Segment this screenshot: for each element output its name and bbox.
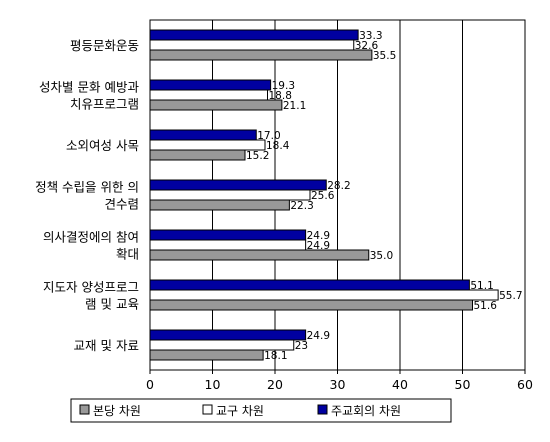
data-label: 18.4 [266, 140, 290, 152]
bar [149, 39, 355, 51]
legend-label: 본당 차원 [93, 404, 141, 418]
category-label: 성차별 문화 예방과 [39, 80, 139, 95]
tick-label: 30 [330, 377, 346, 392]
bar [149, 189, 311, 201]
legend-swatch [317, 404, 328, 415]
tick-label: 60 [517, 377, 533, 392]
bar [149, 49, 373, 61]
category-label: 견수렴 [104, 197, 139, 212]
bars: 33.332.635.5 19.318.821.1 17.018.415.2 28.2… [149, 29, 523, 362]
data-label: 21.1 [283, 100, 306, 112]
data-label: 22.3 [290, 200, 313, 212]
category-label: 확대 [116, 247, 139, 262]
bar [149, 339, 295, 351]
bar [149, 89, 268, 101]
bar [149, 79, 272, 91]
legend-label: 주교회의 차원 [331, 404, 401, 418]
x-tick-labels: 0 10 20 30 40 50 60 [146, 370, 533, 392]
tick-label: 40 [392, 377, 408, 392]
bar [149, 129, 257, 141]
category-label: 치유프로그램 [70, 97, 139, 112]
data-label: 51.1 [470, 280, 493, 292]
bar [149, 199, 290, 211]
legend-box [70, 398, 452, 423]
plot-border [149, 19, 526, 371]
bar [149, 249, 370, 261]
data-label: 24.9 [307, 240, 330, 252]
data-label: 25.6 [311, 190, 335, 202]
bar [149, 329, 307, 341]
data-label: 35.0 [370, 250, 393, 262]
tick-label: 20 [267, 377, 283, 392]
data-label: 55.7 [499, 290, 522, 302]
legend: 본당 차원 교구 차원 주교회의 차원 [70, 398, 452, 423]
legend-label: 교구 차원 [216, 404, 264, 418]
data-label: 24.9 [307, 230, 330, 242]
tick-label: 10 [205, 377, 221, 392]
category-label: 지도자 양성프로그 [43, 280, 139, 295]
data-label: 18.8 [269, 90, 292, 102]
category-label: 소외여성 사목 [66, 138, 139, 153]
data-label: 15.2 [246, 150, 269, 162]
category-label: 교재 및 자료 [74, 338, 139, 353]
tick-label: 0 [146, 377, 154, 392]
data-label: 18.1 [264, 350, 287, 362]
data-label: 33.3 [359, 30, 382, 42]
data-label: 17.0 [257, 130, 280, 142]
category-label: 의사결정에의 참여 [43, 230, 139, 245]
bar [149, 279, 470, 291]
data-label: 51.6 [474, 300, 498, 312]
category-label: 램 및 교육 [85, 297, 139, 312]
category-label: 정책 수립을 위한 의 [35, 180, 139, 195]
data-label: 35.5 [373, 50, 396, 62]
bar [149, 289, 499, 301]
bar [149, 29, 359, 41]
data-label: 24.9 [307, 330, 330, 342]
bar [149, 179, 327, 191]
bar [149, 349, 264, 361]
legend-swatch [202, 404, 213, 415]
bar [149, 149, 246, 161]
data-label: 32.6 [355, 40, 379, 52]
category-label: 평등문화운동 [70, 38, 139, 53]
bar [149, 239, 307, 251]
bar [149, 299, 473, 311]
bar [149, 99, 283, 111]
data-label: 28.2 [327, 180, 350, 192]
data-label: 19.3 [272, 80, 295, 92]
legend-swatch [79, 404, 90, 415]
bar [149, 139, 266, 151]
bar [149, 229, 307, 241]
tick-label: 50 [455, 377, 471, 392]
data-label: 23 [295, 340, 308, 352]
